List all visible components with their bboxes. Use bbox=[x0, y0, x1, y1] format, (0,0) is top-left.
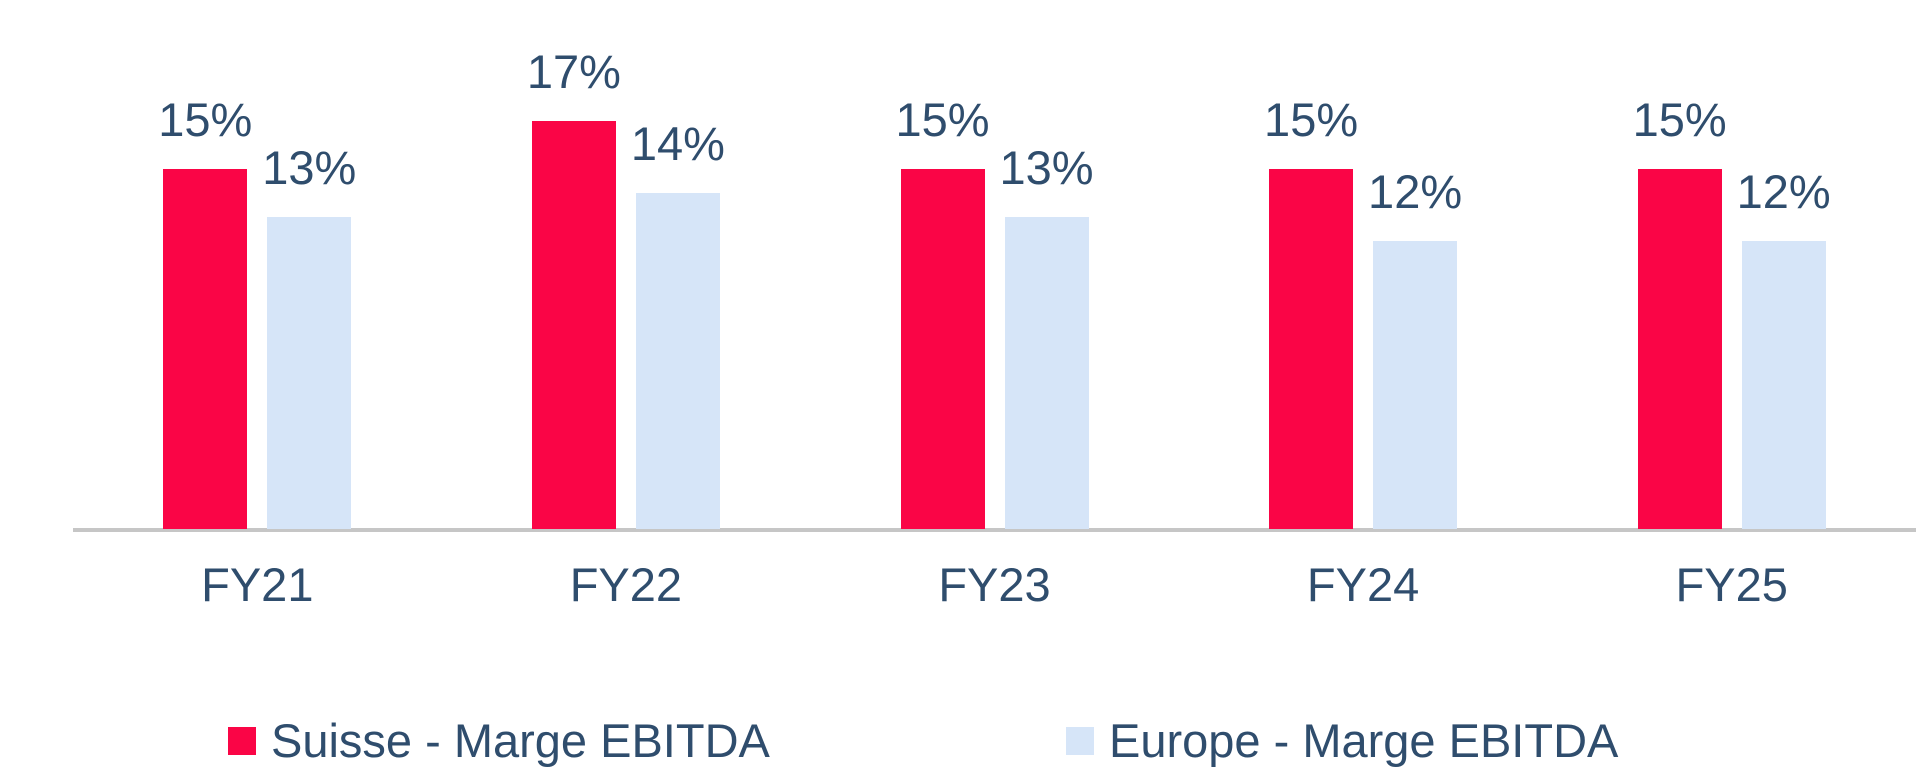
bar-suisse-fy22 bbox=[531, 121, 616, 529]
legend-label-suisse: Suisse - Marge EBITDA bbox=[271, 714, 770, 767]
value-label-europe-fy24: 12% bbox=[1368, 165, 1463, 218]
x-axis-label-fy25: FY25 bbox=[1675, 558, 1788, 611]
x-axis-label-fy24: FY24 bbox=[1306, 558, 1420, 611]
legend-label-europe: Europe - Marge EBITDA bbox=[1109, 714, 1619, 767]
value-label-suisse-fy24: 15% bbox=[1264, 93, 1359, 146]
legend-swatch-suisse-icon bbox=[228, 727, 256, 755]
value-label-europe-fy22: 14% bbox=[630, 117, 725, 170]
legend-item-suisse: Suisse - Marge EBITDA bbox=[228, 714, 770, 767]
legend-swatch-europe-icon bbox=[1066, 727, 1094, 755]
bar-europe-fy22 bbox=[635, 193, 720, 529]
value-label-suisse-fy25: 15% bbox=[1632, 93, 1727, 146]
x-axis-line bbox=[73, 528, 1916, 532]
bar-europe-fy25 bbox=[1741, 241, 1826, 529]
bar-suisse-fy25 bbox=[1637, 169, 1722, 529]
bar-europe-fy24 bbox=[1373, 241, 1458, 529]
value-label-suisse-fy22: 17% bbox=[526, 45, 621, 98]
bar-suisse-fy23 bbox=[900, 169, 985, 529]
value-label-suisse-fy21: 15% bbox=[158, 93, 253, 146]
value-label-suisse-fy23: 15% bbox=[895, 93, 990, 146]
value-label-europe-fy23: 13% bbox=[999, 141, 1094, 194]
x-axis-label-fy21: FY21 bbox=[201, 558, 314, 611]
legend-item-europe: Europe - Marge EBITDA bbox=[1066, 714, 1619, 767]
bar-europe-fy21 bbox=[267, 217, 352, 529]
bar-europe-fy23 bbox=[1004, 217, 1089, 529]
value-label-europe-fy25: 12% bbox=[1736, 165, 1831, 218]
value-label-europe-fy21: 13% bbox=[262, 141, 357, 194]
x-axis-label-fy23: FY23 bbox=[938, 558, 1051, 611]
bar-suisse-fy21 bbox=[163, 169, 248, 529]
x-axis-label-fy22: FY22 bbox=[569, 558, 683, 611]
bar-suisse-fy24 bbox=[1269, 169, 1354, 529]
